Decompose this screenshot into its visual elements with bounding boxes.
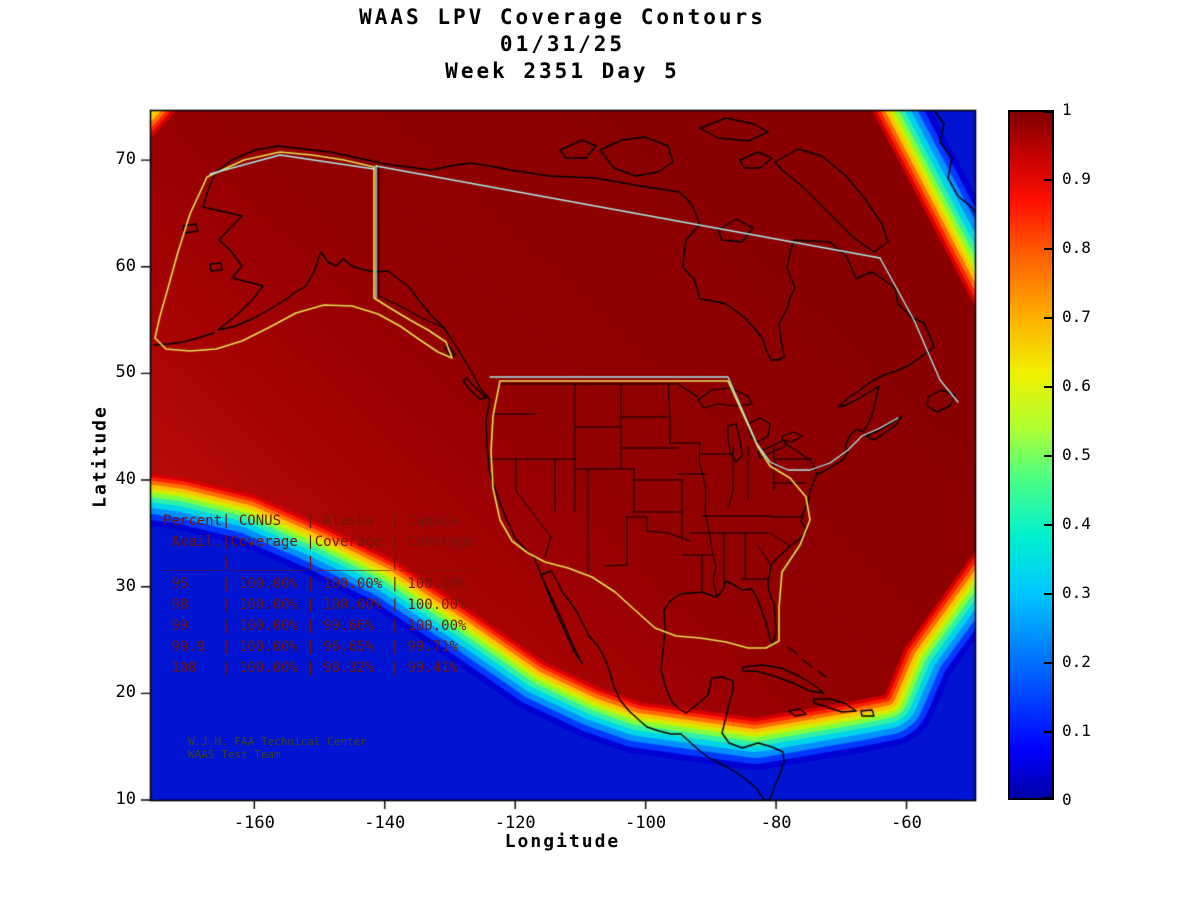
- colorbar-tick-mark: [1044, 662, 1052, 664]
- y-tick-label: 40: [115, 469, 136, 490]
- colorbar-tick-mark: [1044, 179, 1052, 181]
- colorbar-tick-label: 0.7: [1062, 307, 1091, 326]
- x-tick-label: -60: [891, 813, 922, 833]
- stats-row: 95 | 100.00% | 100.00% | 100.00%: [163, 576, 467, 592]
- colorbar-tick-mark: [1044, 797, 1052, 799]
- y-tick-label: 20: [115, 682, 136, 703]
- stats-row: 99 | 100.00% | 99.66% | 100.00%: [163, 618, 467, 634]
- coverage-stats-table: Percent| CONUS | Alaska | Canada Avail.|…: [163, 511, 475, 679]
- y-tick-label: 10: [115, 789, 136, 809]
- colorbar-tick-label: 0.2: [1062, 652, 1091, 671]
- x-tick-label: -80: [760, 813, 792, 833]
- stats-header-line: Avail.|Coverage |Coverage | Coverage: [163, 534, 475, 550]
- colorbar-tick-label: 0.6: [1062, 376, 1091, 395]
- colorbar-tick-mark: [1044, 593, 1052, 595]
- stats-row: 100 | 100.00% | 98.32% | 99.41%: [163, 660, 459, 676]
- colorbar-tick-label: 0: [1062, 790, 1072, 809]
- x-tick-label: -140: [364, 813, 406, 833]
- y-tick-label: 60: [115, 255, 136, 276]
- x-tick-label: -100: [625, 813, 667, 833]
- colorbar-tick-label: 0.9: [1062, 169, 1091, 188]
- title-block: WAAS LPV Coverage Contours 01/31/25 Week…: [150, 4, 975, 85]
- colorbar-tick-mark: [1044, 731, 1052, 733]
- colorbar-tick-label: 0.4: [1062, 514, 1091, 533]
- chart-week-day: Week 2351 Day 5: [445, 59, 680, 83]
- y-axis-label: Latitude: [89, 405, 111, 508]
- chart-date: 01/31/25: [499, 32, 626, 56]
- colorbar-tick-mark: [1044, 248, 1052, 250]
- credit-text: W.J.H. FAA Technical Center WAAS Test Te…: [188, 735, 367, 761]
- colorbar-tick-label: 0.5: [1062, 445, 1091, 464]
- credit-line-1: W.J.H. FAA Technical Center: [188, 735, 367, 748]
- y-tick-label: 70: [115, 149, 136, 170]
- colorbar-tick-mark: [1044, 455, 1052, 457]
- x-axis-label: Longitude: [504, 831, 621, 852]
- stats-row: 98 | 100.00% | 100.00% | 100.00%: [163, 597, 467, 613]
- colorbar-tick-mark: [1044, 317, 1052, 319]
- stats-row: 99.9 | 100.00% | 96.65% | 99.71%: [163, 639, 459, 655]
- colorbar-tick-mark: [1044, 386, 1052, 388]
- credit-line-2: WAAS Test Team: [188, 748, 281, 761]
- colorbar-tick-label: 0.3: [1062, 583, 1091, 602]
- colorbar-tick-label: 1: [1062, 100, 1072, 119]
- x-tick-label: -120: [494, 813, 536, 833]
- colorbar-tick-label: 0.1: [1062, 721, 1091, 740]
- chart-title: WAAS LPV Coverage Contours: [359, 5, 766, 29]
- colorbar-tick-mark: [1044, 111, 1052, 113]
- stats-header-line: Percent| CONUS | Alaska | Canada: [163, 513, 459, 529]
- y-tick-label: 30: [115, 575, 136, 596]
- y-tick-label: 50: [115, 362, 136, 383]
- x-tick-label: -160: [233, 813, 275, 833]
- stats-separator: _______|_________|_________|_________: [163, 555, 475, 571]
- colorbar-tick-label: 0.8: [1062, 238, 1091, 257]
- colorbar-tick-mark: [1044, 524, 1052, 526]
